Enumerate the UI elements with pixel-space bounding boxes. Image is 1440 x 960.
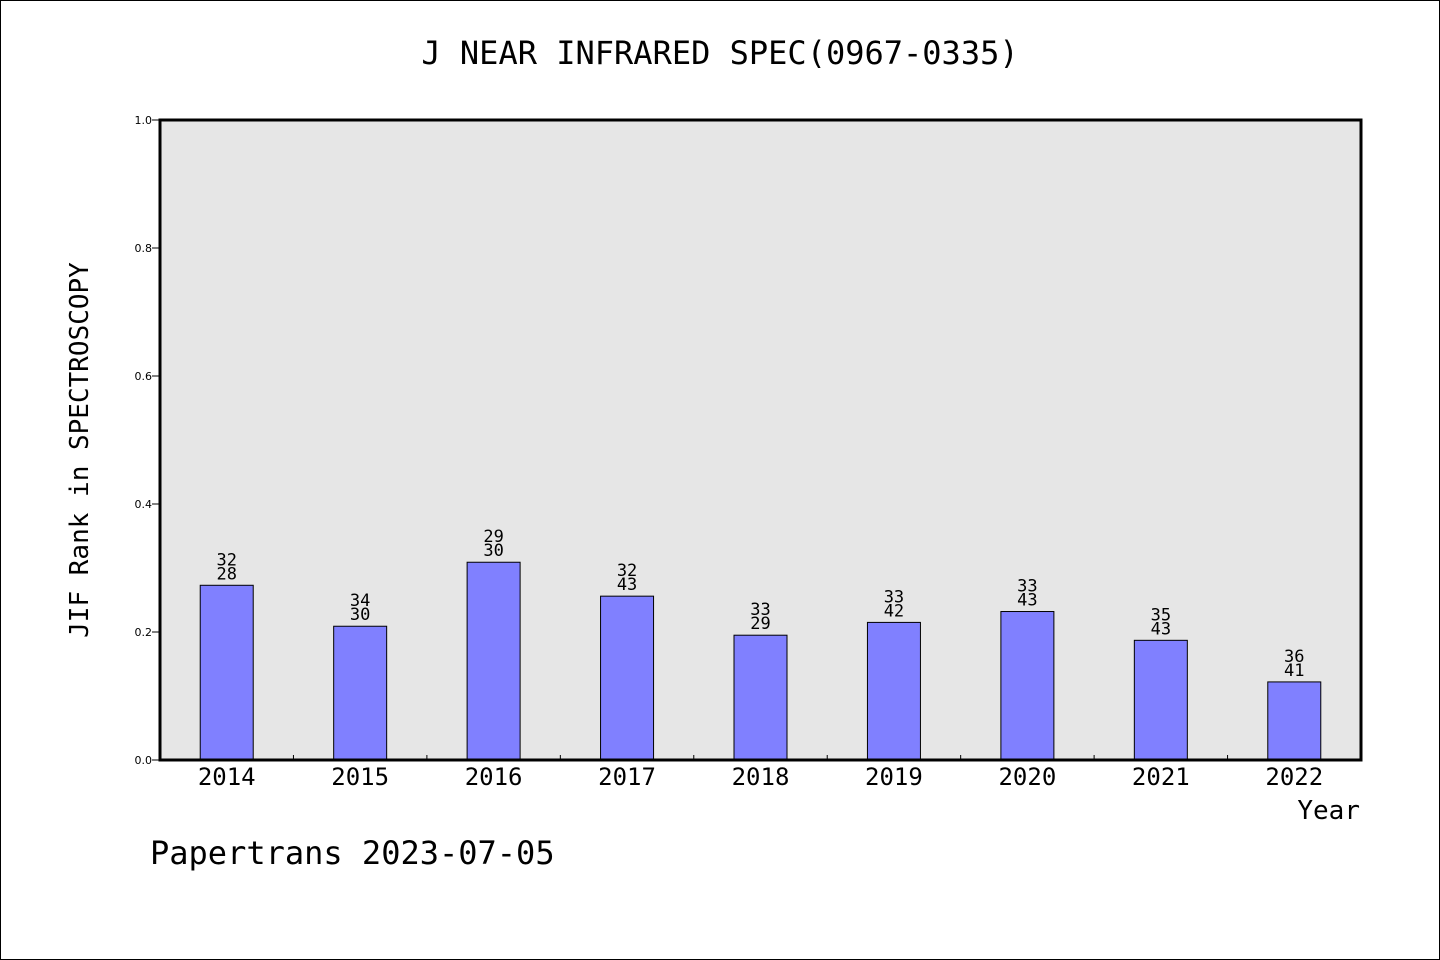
bar (1133, 639, 1188, 761)
bar (199, 584, 254, 761)
bar-label-bottom: 43 (617, 575, 637, 595)
x-tick-label: 2015 (331, 763, 389, 791)
bar-label-top: 32 (216, 550, 236, 570)
bar (1267, 681, 1322, 761)
bar-label-top: 32 (617, 561, 637, 581)
chart-title: J NEAR INFRARED SPEC(0967-0335) (421, 34, 1019, 72)
bar-label-bottom: 30 (350, 605, 370, 625)
x-tick-label: 2016 (465, 763, 523, 791)
bar-label-top: 33 (884, 587, 904, 607)
y-tick-label: 0.4 (135, 498, 153, 511)
x-axis-label: Year (1297, 796, 1360, 826)
bar-label-top: 33 (750, 600, 770, 620)
x-tick-label: 2017 (598, 763, 656, 791)
bar (733, 634, 788, 761)
bar (333, 625, 388, 761)
bar (1000, 611, 1055, 761)
x-tick-label: 2018 (732, 763, 790, 791)
bar-label-top: 34 (350, 591, 370, 611)
bar (866, 621, 921, 761)
y-axis-label: JIF Rank in SPECTROSCOPY (65, 262, 95, 638)
bar-label-top: 35 (1151, 605, 1171, 625)
bar-label-bottom: 42 (884, 601, 904, 621)
bar-label-top: 29 (483, 527, 503, 547)
bar-label-bottom: 43 (1017, 591, 1037, 611)
bar (600, 595, 655, 761)
bar-label-bottom: 29 (750, 614, 770, 634)
bar-label-bottom: 41 (1284, 661, 1304, 681)
y-tick-label: 0.0 (135, 754, 153, 767)
plot-border (158, 118, 1363, 762)
x-tick-label: 2020 (998, 763, 1056, 791)
bar-label-top: 36 (1284, 647, 1304, 667)
bar-label-bottom: 28 (216, 564, 236, 584)
y-tick-label: 0.6 (135, 370, 153, 383)
y-tick-label: 0.2 (135, 626, 153, 639)
bar-label-bottom: 43 (1151, 619, 1171, 639)
x-tick-label: 2019 (865, 763, 923, 791)
y-tick-label: 0.8 (135, 242, 153, 255)
y-tick-label: 1.0 (135, 114, 153, 127)
bar-label-bottom: 30 (483, 541, 503, 561)
bar (466, 561, 521, 761)
x-tick-label: 2022 (1265, 763, 1323, 791)
x-tick-label: 2014 (198, 763, 256, 791)
x-tick-label: 2021 (1132, 763, 1190, 791)
bar-label-top: 33 (1017, 577, 1037, 597)
footer-text: Papertrans 2023-07-05 (150, 834, 555, 872)
